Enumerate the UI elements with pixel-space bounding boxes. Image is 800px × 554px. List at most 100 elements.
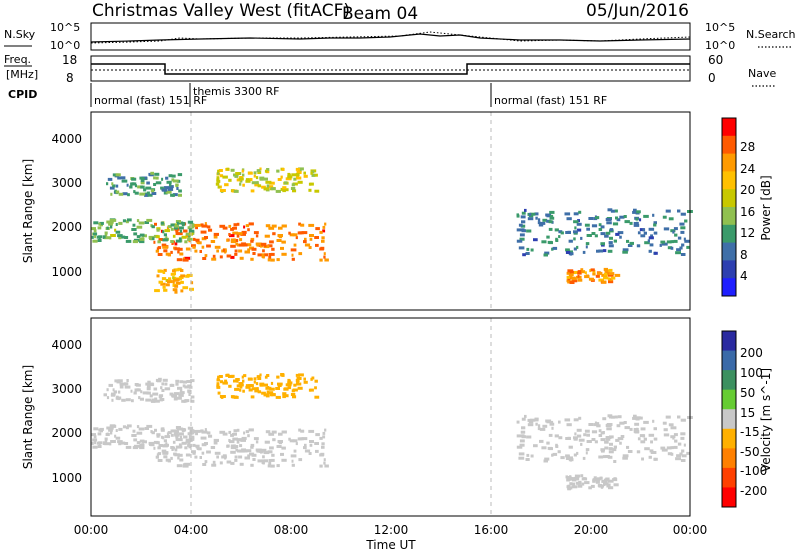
scatter-cell — [174, 448, 178, 452]
scatter-cell — [179, 391, 185, 395]
scatter-cell — [143, 188, 147, 192]
scatter-cell — [622, 454, 629, 458]
scatter-cell — [185, 232, 190, 236]
scatter-cell — [206, 244, 211, 248]
scatter-cell — [259, 373, 262, 377]
scatter-cell — [219, 395, 226, 398]
scatter-cell — [542, 218, 548, 222]
scatter-cell — [189, 287, 194, 291]
scatter-cell — [642, 228, 646, 232]
scatter-cell — [573, 220, 579, 224]
colorbar-swatch — [722, 409, 736, 430]
scatter-cell — [115, 190, 120, 194]
scatter-cell — [624, 220, 630, 224]
scatter-cell — [156, 274, 160, 278]
scatter-cell — [524, 208, 527, 212]
scatter-cell — [152, 392, 159, 396]
scatter-cell — [216, 382, 220, 386]
scatter-cell — [648, 236, 654, 240]
scatter-cell — [109, 442, 112, 446]
scatter-cell — [239, 238, 243, 242]
scatter-cell — [573, 237, 576, 241]
velocity-ytick-1000: 1000 — [51, 471, 82, 485]
scatter-cell — [551, 453, 554, 457]
scatter-cell — [139, 439, 145, 443]
scatter-cell — [324, 428, 327, 432]
scatter-cell — [161, 277, 167, 281]
scatter-cell — [126, 379, 129, 382]
scatter-cell — [126, 424, 132, 428]
scatter-cell — [112, 184, 116, 188]
scatter-cell — [177, 453, 183, 457]
scatter-cell — [176, 221, 179, 225]
scatter-cell — [266, 374, 270, 377]
scatter-cell — [276, 258, 280, 262]
scatter-cell — [160, 282, 166, 286]
scatter-cell — [146, 387, 151, 391]
scatter-cell — [549, 210, 555, 214]
scatter-cell — [673, 239, 678, 243]
scatter-cell — [639, 228, 645, 232]
scatter-cell — [636, 244, 641, 248]
velocity-cbar-tick-neg200: -200 — [740, 484, 767, 498]
scatter-cell — [281, 224, 287, 228]
scatter-cell — [615, 216, 619, 220]
scatter-cell — [111, 398, 114, 402]
scatter-cell — [187, 426, 194, 430]
scatter-cell — [216, 171, 220, 175]
scatter-cell — [591, 224, 598, 228]
scatter-cell — [174, 284, 179, 288]
scatter-cell — [606, 484, 609, 488]
scatter-cell — [133, 232, 138, 236]
scatter-cell — [170, 433, 174, 437]
nsky-label: N.Sky — [4, 28, 36, 41]
scatter-cell — [526, 453, 530, 457]
scatter-cell — [194, 455, 198, 459]
scatter-cell — [175, 268, 180, 272]
scatter-cell — [108, 222, 113, 226]
scatter-cell — [598, 434, 603, 437]
scatter-cell — [264, 244, 267, 248]
scatter-cell — [222, 454, 225, 458]
scatter-cell — [99, 221, 104, 225]
scatter-cell — [546, 219, 551, 223]
scatter-cell — [189, 225, 195, 229]
scatter-cell — [558, 230, 563, 234]
scatter-cell — [319, 436, 323, 440]
scatter-cell — [155, 249, 159, 253]
scatter-cell — [213, 232, 219, 236]
scatter-cell — [650, 451, 657, 454]
scatter-cell — [577, 271, 582, 275]
scatter-cell — [263, 459, 268, 463]
scatter-cell — [613, 460, 617, 463]
scatter-cell — [291, 463, 295, 467]
scatter-cell — [610, 415, 615, 419]
scatter-cell — [162, 451, 169, 455]
scatter-cell — [157, 253, 163, 256]
scatter-cell — [204, 428, 207, 432]
scatter-cell — [580, 236, 583, 240]
scatter-cell — [680, 459, 686, 462]
scatter-cell — [608, 280, 614, 284]
beam-label: Beam 04 — [342, 4, 418, 24]
scatter-cell — [178, 393, 184, 397]
scatter-cell — [106, 432, 109, 436]
scatter-cell — [310, 182, 314, 186]
scatter-cell — [216, 249, 219, 253]
scatter-cell — [315, 449, 319, 453]
colorbar-swatch — [722, 153, 736, 172]
scatter-cell — [535, 422, 538, 426]
scatter-cell — [133, 190, 136, 194]
scatter-cell — [232, 231, 238, 235]
scatter-cell — [139, 397, 144, 401]
scatter-cell — [291, 253, 294, 257]
time-axis: 00:00 04:00 08:00 12:00 16:00 20:00 00:0… — [74, 523, 708, 552]
scatter-cell — [580, 474, 584, 478]
scatter-cell — [272, 438, 276, 442]
scatter-cell — [193, 224, 197, 227]
scatter-cell — [573, 476, 580, 480]
scatter-cell — [182, 258, 189, 262]
scatter-cell — [115, 184, 119, 188]
scatter-cell — [663, 428, 668, 432]
scatter-cell — [232, 227, 235, 230]
